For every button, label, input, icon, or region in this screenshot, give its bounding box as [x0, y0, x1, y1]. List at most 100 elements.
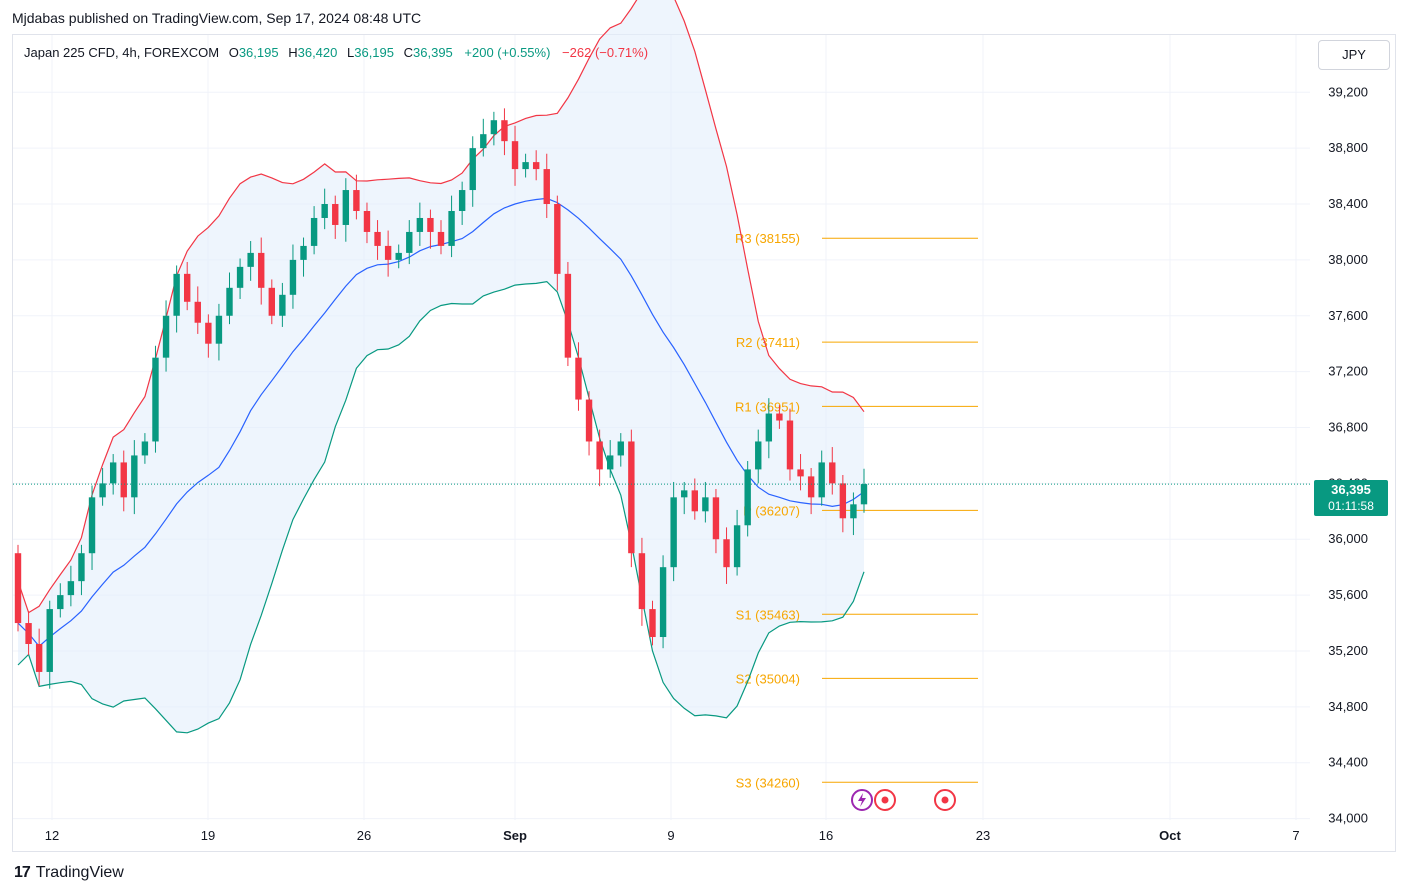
candle-body [617, 441, 624, 456]
legend-open: 36,195 [238, 45, 279, 60]
event-dot-icon-2 [941, 796, 949, 804]
price-tick-label: 37,200 [1328, 364, 1368, 379]
lightning-event-icon[interactable] [851, 789, 873, 811]
candle-body [564, 273, 572, 358]
pivot-label: R3 (38155) [735, 231, 800, 246]
pivot-label: S1 (35463) [736, 607, 800, 622]
pivot-label: P (36207) [743, 503, 800, 518]
candle-body [173, 273, 180, 316]
lightning-icon [858, 793, 866, 807]
price-tick-label: 35,200 [1328, 643, 1368, 658]
candle-body [395, 252, 402, 260]
candle-body [300, 245, 307, 260]
candle-body [702, 497, 709, 512]
price-tick-label: 36,000 [1328, 531, 1368, 546]
candle-body [131, 455, 138, 498]
candle-body [152, 357, 159, 442]
candle-body [35, 644, 43, 672]
candle-body [829, 462, 836, 484]
candle-body [205, 322, 212, 344]
candle-body [575, 357, 582, 400]
candle-body [659, 567, 667, 638]
candle-body [268, 287, 275, 316]
candle-body [342, 190, 350, 225]
candle-body [807, 476, 815, 498]
candle-body [162, 315, 170, 358]
candle-body [88, 497, 96, 554]
economic-event-icon-2[interactable] [934, 789, 956, 811]
candle-body [427, 217, 434, 232]
price-tick-label: 35,600 [1328, 587, 1368, 602]
time-tick-label: 26 [357, 828, 371, 843]
candle-body [532, 162, 540, 170]
time-tick-label: Oct [1159, 828, 1181, 843]
candle-body [215, 315, 223, 344]
candle-body [236, 266, 244, 288]
tradingview-brand[interactable]: 17 TradingView [14, 864, 124, 882]
price-tick-label: 34,400 [1328, 755, 1368, 770]
candle-body [406, 231, 413, 253]
candle-body [786, 420, 794, 470]
legend-extra-change: −262 (−0.71%) [562, 45, 649, 60]
price-tick-label: 34,800 [1328, 699, 1368, 714]
candle-body [585, 399, 593, 442]
legend-high-label: H [288, 45, 298, 60]
candle-body [141, 441, 149, 456]
candle-body [78, 553, 85, 582]
time-tick-label: 9 [667, 828, 674, 843]
candle-body [638, 553, 646, 610]
candle-body [543, 169, 550, 205]
price-tick-label: 39,200 [1328, 84, 1368, 99]
candle-body [448, 210, 455, 246]
candle-body [14, 553, 22, 624]
legend-symbol: Japan 225 CFD, 4h, FOREXCOM [24, 45, 220, 60]
economic-event-icon[interactable] [874, 789, 896, 811]
candle-body [99, 483, 106, 498]
legend-high: 36,420 [297, 45, 338, 60]
candle-body [384, 245, 392, 260]
candle-body [437, 231, 445, 246]
bollinger-band-fill [18, 0, 864, 733]
candle-body [670, 497, 677, 568]
candle-body [797, 469, 804, 477]
candle-body [46, 609, 53, 672]
candle-body [416, 217, 424, 232]
currency-button[interactable]: JPY [1318, 40, 1390, 70]
candle-body [332, 204, 339, 225]
candle-body [279, 294, 286, 316]
candle-body [120, 462, 127, 498]
price-tick-label: 38,800 [1328, 140, 1368, 155]
candle-body [818, 462, 825, 498]
bollinger-lower-line [17, 280, 865, 734]
time-tick-label: 7 [1292, 828, 1299, 843]
candle-body [109, 462, 117, 484]
candle-body [480, 134, 487, 149]
candle-body [691, 490, 698, 512]
candle-body [25, 623, 32, 645]
last-price-tag: 36,395 01:11:58 [1314, 480, 1388, 516]
candle-body [321, 204, 328, 218]
candle-body [194, 301, 201, 323]
candle-body [723, 539, 730, 568]
candle-body [458, 190, 466, 211]
candle-body [755, 441, 762, 470]
candle-body [607, 455, 614, 470]
chart-frame[interactable] [12, 34, 1396, 852]
candle-body [522, 162, 529, 170]
bar-countdown: 01:11:58 [1328, 499, 1374, 513]
candle-body [649, 609, 656, 638]
tradingview-logo-icon: 17 [14, 864, 31, 881]
candle-body [374, 231, 381, 246]
candle-body [554, 204, 561, 274]
legend-low: 36,195 [354, 45, 394, 60]
candle-body [733, 525, 741, 568]
candle-body [511, 141, 519, 170]
tradingview-name: TradingView [35, 864, 124, 881]
legend-open-label: O [228, 45, 239, 60]
candle-body [765, 413, 773, 442]
time-axis: 12 19 26 Sep 9 16 23 Oct 7 [45, 828, 1300, 843]
legend-close-label: C [403, 45, 414, 60]
candle-body [353, 190, 360, 211]
price-axis: 34,00034,40034,80035,20035,60036,00036,4… [1328, 84, 1368, 825]
